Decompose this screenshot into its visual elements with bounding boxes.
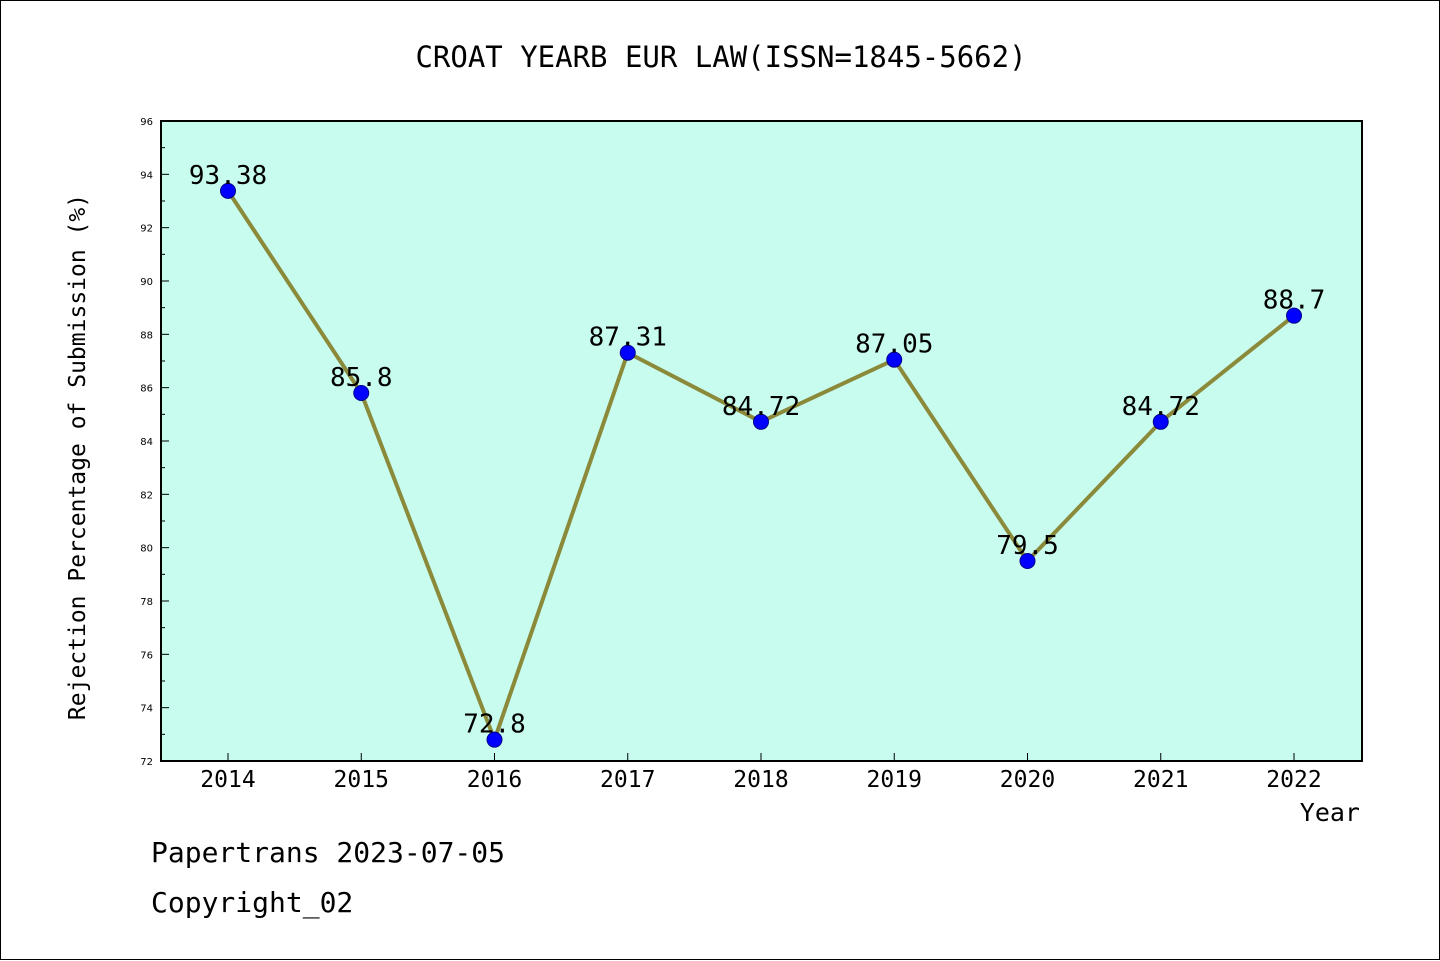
data-label: 79.5: [996, 531, 1059, 561]
data-point: [1286, 307, 1302, 324]
y-tick-label: 84: [140, 437, 153, 448]
x-tick-label: 2017: [600, 767, 655, 793]
y-tick-label: 96: [140, 117, 153, 128]
y-tick-label: 86: [140, 384, 153, 395]
y-tick-label: 76: [140, 650, 153, 661]
y-axis: 72 74 76 78 80 82 84 86 88 90 92 94 96: [140, 117, 169, 768]
y-tick-label: 72: [140, 757, 153, 768]
x-tick-label: 2018: [733, 767, 788, 793]
data-label: 72.8: [463, 710, 526, 740]
data-label: 87.31: [589, 323, 667, 353]
footer-date: Papertrans 2023-07-05: [151, 836, 506, 869]
x-tick-label: 2015: [334, 767, 389, 793]
data-label: 88.7: [1263, 286, 1326, 316]
x-tick-label: 2021: [1133, 767, 1188, 793]
y-tick-label: 80: [140, 544, 153, 555]
data-label: 84.72: [1122, 392, 1200, 422]
y-tick-label: 82: [140, 490, 153, 501]
data-point: [220, 182, 236, 199]
y-tick-label: 94: [140, 170, 153, 181]
data-series: 93.38 85.8 72.8 87.31 84.72 87.05 79.5 84.72 88.…: [189, 161, 1326, 748]
plot-area: [160, 120, 1363, 762]
x-tick-label: 2019: [867, 767, 922, 793]
data-label: 93.38: [189, 161, 267, 191]
y-axis-label: Rejection Percentage of Submission (%): [65, 194, 91, 720]
x-tick-label: 2014: [200, 767, 255, 793]
x-axis-label: Year: [1300, 798, 1360, 827]
data-point: [1152, 413, 1169, 430]
y-tick-label: 74: [140, 704, 153, 715]
data-point: [753, 413, 769, 430]
y-tick-label: 78: [140, 597, 153, 608]
x-tick-label: 2020: [1000, 767, 1055, 793]
x-axis: 2014 2015 2016 2017 2018 2019 2020 2021 2022: [200, 753, 1322, 793]
data-label: 84.72: [722, 392, 800, 422]
x-tick-label: 2016: [467, 767, 522, 793]
chart-title: CROAT YEARB EUR LAW(ISSN=1845-5662): [415, 40, 1026, 74]
data-point: [1019, 553, 1036, 569]
data-point: [486, 731, 503, 748]
data-label: 85.8: [330, 363, 393, 393]
data-point: [353, 385, 370, 401]
y-tick-label: 90: [140, 277, 153, 288]
data-point: [886, 351, 903, 368]
data-label: 87.05: [855, 330, 933, 360]
y-tick-label: 92: [140, 224, 153, 235]
footer-copyright: Copyright_02: [151, 886, 354, 919]
data-point: [619, 344, 636, 361]
x-tick-label: 2022: [1266, 767, 1321, 793]
y-tick-label: 88: [140, 330, 153, 341]
